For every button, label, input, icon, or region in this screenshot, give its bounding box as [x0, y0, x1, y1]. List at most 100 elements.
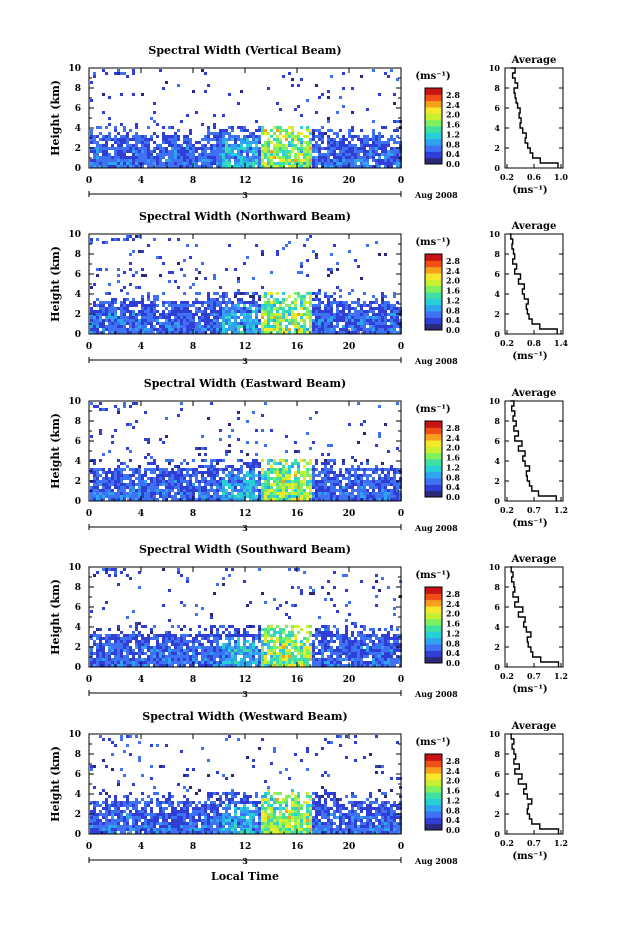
colorbar-tick-label: 1.6 [446, 619, 460, 629]
colorbar [424, 420, 443, 498]
x-tick-label: 8 [190, 675, 196, 685]
colorbar-tick-label: 1.2 [446, 129, 460, 139]
chart-panel-4: Spectral Width (Southward Beam) 0 2 4 6 8 10 0 4… [49, 543, 568, 699]
colorbar-tick-label: 1.6 [446, 786, 460, 796]
average-profile-line [509, 233, 558, 334]
average-y-tick-label: 4 [494, 622, 500, 632]
x-tick-label: 16 [291, 509, 304, 519]
colorbar-tick-label: 0.4 [446, 149, 460, 159]
average-y-tick-label: 8 [494, 249, 500, 259]
colorbar-tick-label: 1.2 [446, 628, 460, 638]
average-x-tick-label: 0.2 [500, 671, 514, 681]
average-profile-line [510, 733, 560, 834]
colorbar-tick-label: 1.2 [446, 795, 460, 805]
colorbar-tick-label: 0.4 [446, 648, 460, 658]
y-tick-label: 10 [68, 230, 81, 240]
average-y-tick-label: 8 [494, 582, 500, 592]
average-x-tick-label: 1.4 [554, 338, 568, 348]
average-y-tick-label: 6 [494, 436, 500, 446]
average-y-tick-label: 8 [494, 83, 500, 93]
average-y-tick-label: 6 [494, 269, 500, 279]
x-tick-label: 12 [239, 342, 252, 352]
average-y-tick-label: 4 [494, 289, 500, 299]
colorbar [424, 253, 443, 331]
average-y-tick-label: 10 [489, 729, 501, 739]
average-profile-line [510, 566, 560, 667]
x-tick-label: 8 [190, 509, 196, 519]
colorbar-tick-label: 1.2 [446, 462, 460, 472]
x-tick-label: 8 [190, 342, 196, 352]
average-title: Average [511, 221, 557, 232]
x-tick-label: 0 [398, 509, 404, 519]
y-tick-label: 8 [75, 417, 81, 427]
average-profile: Average 0 2 4 6 8 10 0.2 0.7 1.2 (ms⁻¹) [489, 388, 568, 529]
colorbar-tick-label: 2.4 [446, 100, 460, 110]
colorbar-tick-label: 0.8 [446, 638, 460, 648]
colorbar-tick-label: 0.8 [446, 472, 460, 482]
average-x-tick-label: 0.2 [500, 338, 514, 348]
y-tick-label: 10 [68, 397, 81, 407]
average-y-tick-label: 0 [494, 163, 500, 173]
colorbar-tick-label: 2.8 [446, 256, 460, 266]
colorbar [424, 87, 443, 165]
colorbar-tick-label: 0.4 [446, 315, 460, 325]
day-label: 3 [242, 689, 248, 699]
colorbar-unit-label: (ms⁻¹) [415, 737, 450, 748]
chart-title: Spectral Width (Northward Beam) [139, 210, 351, 223]
x-tick-label: 0 [86, 842, 92, 852]
colorbar-tick-label: 0.8 [446, 805, 460, 815]
y-tick-label: 6 [75, 437, 81, 447]
average-x-tick-label: 0.7 [527, 505, 541, 515]
x-tick-label: 8 [190, 842, 196, 852]
y-tick-label: 10 [68, 64, 81, 74]
x-tick-label: 20 [343, 842, 356, 852]
y-axis-label: Height (km) [49, 579, 62, 655]
average-x-label: (ms⁻¹) [512, 684, 547, 695]
average-title: Average [511, 554, 557, 565]
average-x-tick-label: 0.2 [500, 505, 514, 515]
date-label: Aug 2008 [414, 856, 458, 866]
colorbar [424, 753, 443, 831]
y-tick-label: 8 [75, 750, 81, 760]
average-frame [504, 67, 564, 169]
y-tick-label: 6 [75, 603, 81, 613]
chart-title: Spectral Width (Westward Beam) [142, 710, 347, 723]
average-y-tick-label: 0 [494, 829, 500, 839]
colorbar-tick-label: 2.4 [446, 599, 460, 609]
x-tick-label: 4 [138, 176, 144, 186]
colorbar-tick-label: 2.8 [446, 589, 460, 599]
average-y-tick-label: 8 [494, 416, 500, 426]
heatmap-cells [90, 568, 402, 667]
colorbar-tick-label: 0.0 [446, 159, 460, 169]
colorbar-tick-label: 0.0 [446, 492, 460, 502]
y-tick-label: 2 [75, 144, 81, 154]
y-tick-label: 2 [75, 477, 81, 487]
average-x-tick-label: 0.7 [527, 838, 541, 848]
average-x-tick-label: 1.2 [554, 505, 568, 515]
date-label: Aug 2008 [414, 689, 458, 699]
y-axis-label: Height (km) [49, 80, 62, 156]
average-x-tick-label: 1.2 [554, 838, 568, 848]
average-title: Average [511, 721, 557, 732]
x-tick-label: 20 [343, 342, 356, 352]
date-label: Aug 2008 [414, 356, 458, 366]
colorbar-tick-label: 2.0 [446, 776, 460, 786]
colorbar-tick-label: 2.4 [446, 766, 460, 776]
y-tick-label: 6 [75, 770, 81, 780]
average-y-tick-label: 2 [494, 476, 500, 486]
x-tick-label: 16 [291, 342, 304, 352]
average-x-label: (ms⁻¹) [512, 351, 547, 362]
y-tick-label: 10 [68, 730, 81, 740]
colorbar-tick-label: 2.4 [446, 266, 460, 276]
colorbar-unit-label: (ms⁻¹) [415, 570, 450, 581]
average-x-tick-label: 0.7 [527, 671, 541, 681]
average-y-tick-label: 4 [494, 789, 500, 799]
colorbar-tick-label: 0.0 [446, 658, 460, 668]
y-tick-label: 0 [75, 830, 81, 840]
x-tick-label: 0 [398, 176, 404, 186]
colorbar-unit-label: (ms⁻¹) [415, 71, 450, 82]
average-profile: Average 0 2 4 6 8 10 0.2 0.7 1.2 (ms⁻¹) [489, 554, 568, 695]
x-tick-label: 0 [86, 176, 92, 186]
day-label: 3 [242, 856, 248, 866]
